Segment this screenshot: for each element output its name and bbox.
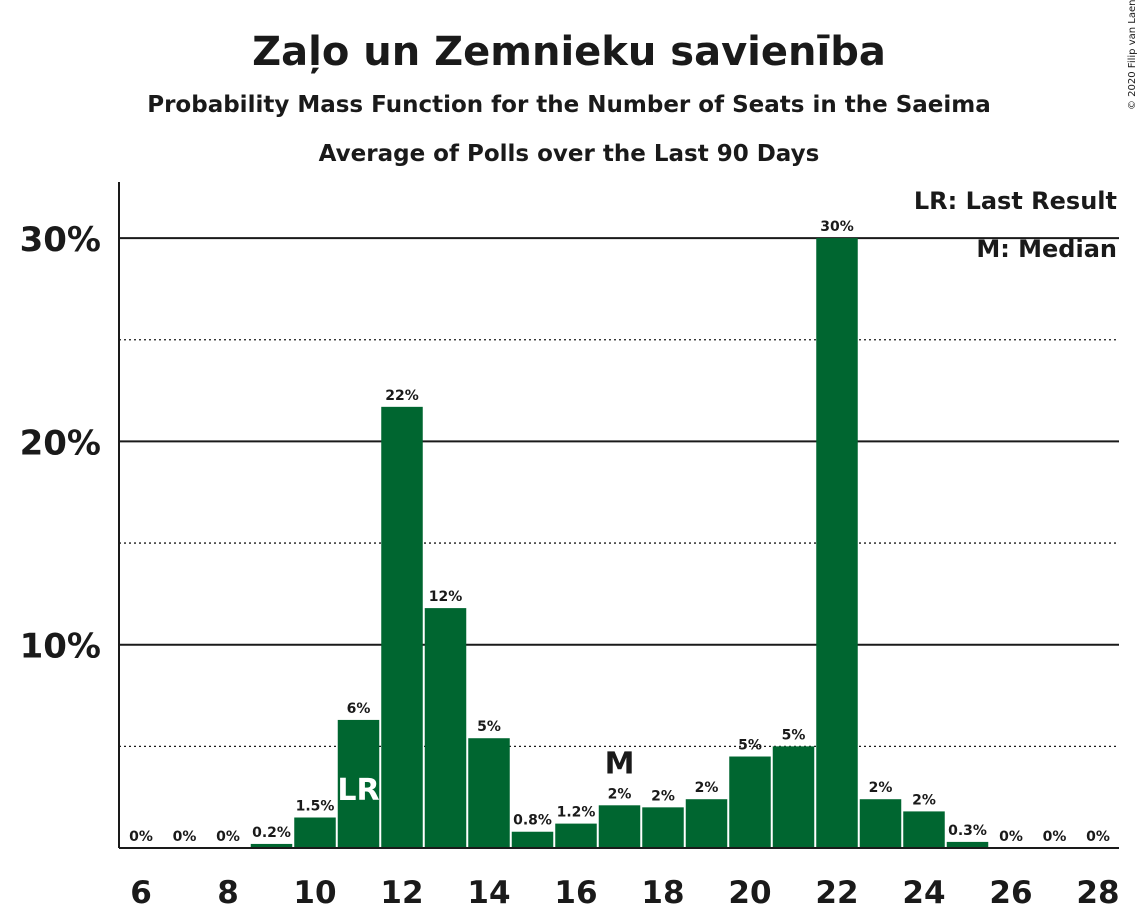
bar-17 bbox=[598, 805, 641, 848]
bar-25 bbox=[946, 841, 989, 848]
bar-label-13: 12% bbox=[429, 589, 463, 605]
x-tick-label: 22 bbox=[815, 875, 858, 911]
y-tick-label: 30% bbox=[20, 220, 101, 260]
x-tick-label: 28 bbox=[1076, 875, 1119, 911]
bar-19 bbox=[685, 799, 728, 848]
bar-label-10: 1.5% bbox=[296, 799, 335, 815]
chart-title: Zaļo un Zemnieku savienība bbox=[252, 29, 886, 75]
bar-label-8: 0% bbox=[216, 829, 240, 845]
legend-last-result: LR: Last Result bbox=[914, 187, 1117, 215]
bar-label-6: 0% bbox=[129, 829, 153, 845]
legend-median: M: Median bbox=[976, 235, 1117, 263]
chart-subtitle: Probability Mass Function for the Number… bbox=[147, 92, 991, 118]
bar-21 bbox=[772, 746, 815, 848]
bar-label-7: 0% bbox=[173, 829, 197, 845]
x-tick-label: 16 bbox=[554, 875, 597, 911]
median-marker: M bbox=[605, 746, 635, 781]
bar-24 bbox=[903, 811, 945, 848]
last-result-marker: LR bbox=[337, 773, 379, 808]
axes bbox=[118, 182, 1119, 849]
bar-label-24: 2% bbox=[912, 792, 936, 808]
chart-subtitle-2: Average of Polls over the Last 90 Days bbox=[319, 141, 820, 167]
y-tick-label: 10% bbox=[20, 627, 101, 667]
bars bbox=[250, 238, 989, 849]
bar-label-17: 2% bbox=[608, 786, 632, 802]
bar-13 bbox=[424, 608, 467, 848]
bar-label-26: 0% bbox=[999, 829, 1023, 845]
bar-18 bbox=[642, 807, 684, 848]
bar-12 bbox=[381, 406, 423, 848]
bar-label-19: 2% bbox=[695, 780, 719, 796]
bar-label-9: 0.2% bbox=[252, 825, 291, 841]
bar-15 bbox=[511, 831, 554, 848]
bar-label-23: 2% bbox=[869, 780, 893, 796]
x-tick-label: 8 bbox=[217, 875, 239, 911]
bar-labels: 0% 0% 0% 0.2% 1.5% 6% 22% 12% 5% 0.8% 1.2% 2% 2% 2% 5%… bbox=[129, 219, 1110, 845]
x-tick-label: 26 bbox=[989, 875, 1032, 911]
bar-label-11: 6% bbox=[347, 701, 371, 717]
bar-label-20: 5% bbox=[738, 738, 762, 754]
bar-label-18: 2% bbox=[651, 788, 675, 804]
bar-label-14: 5% bbox=[477, 719, 501, 735]
x-tick-labels: 6 8 10 12 14 16 18 20 22 24 26 28 bbox=[130, 875, 1119, 911]
x-tick-label: 14 bbox=[467, 875, 510, 911]
x-tick-label: 20 bbox=[728, 875, 771, 911]
grid-lines bbox=[119, 237, 1119, 747]
x-tick-label: 24 bbox=[902, 875, 945, 911]
bar-9 bbox=[250, 843, 293, 848]
x-tick-label: 6 bbox=[130, 875, 152, 911]
x-tick-label: 12 bbox=[380, 875, 423, 911]
x-tick-label: 18 bbox=[641, 875, 684, 911]
x-tick-label: 10 bbox=[293, 875, 336, 911]
bar-label-15: 0.8% bbox=[513, 813, 552, 829]
y-tick-label: 20% bbox=[20, 423, 101, 463]
bar-10 bbox=[294, 817, 336, 848]
bar-14 bbox=[468, 738, 510, 848]
bar-11 bbox=[337, 719, 380, 848]
y-tick-labels: 10% 20% 30% bbox=[20, 220, 101, 667]
bar-label-25: 0.3% bbox=[948, 823, 987, 839]
bar-20 bbox=[729, 756, 771, 848]
bar-label-22: 30% bbox=[820, 219, 854, 235]
bar-label-12: 22% bbox=[385, 388, 419, 404]
bar-22 bbox=[816, 238, 858, 849]
markers: LR M bbox=[337, 746, 634, 808]
bar-label-16: 1.2% bbox=[557, 805, 596, 821]
copyright-notice: © 2020 Filip van Laenen bbox=[1127, 0, 1138, 110]
bar-label-27: 0% bbox=[1043, 829, 1067, 845]
bar-23 bbox=[859, 799, 902, 848]
bar-label-28: 0% bbox=[1086, 829, 1110, 845]
bar-16 bbox=[555, 823, 597, 848]
bar-label-21: 5% bbox=[782, 727, 806, 743]
